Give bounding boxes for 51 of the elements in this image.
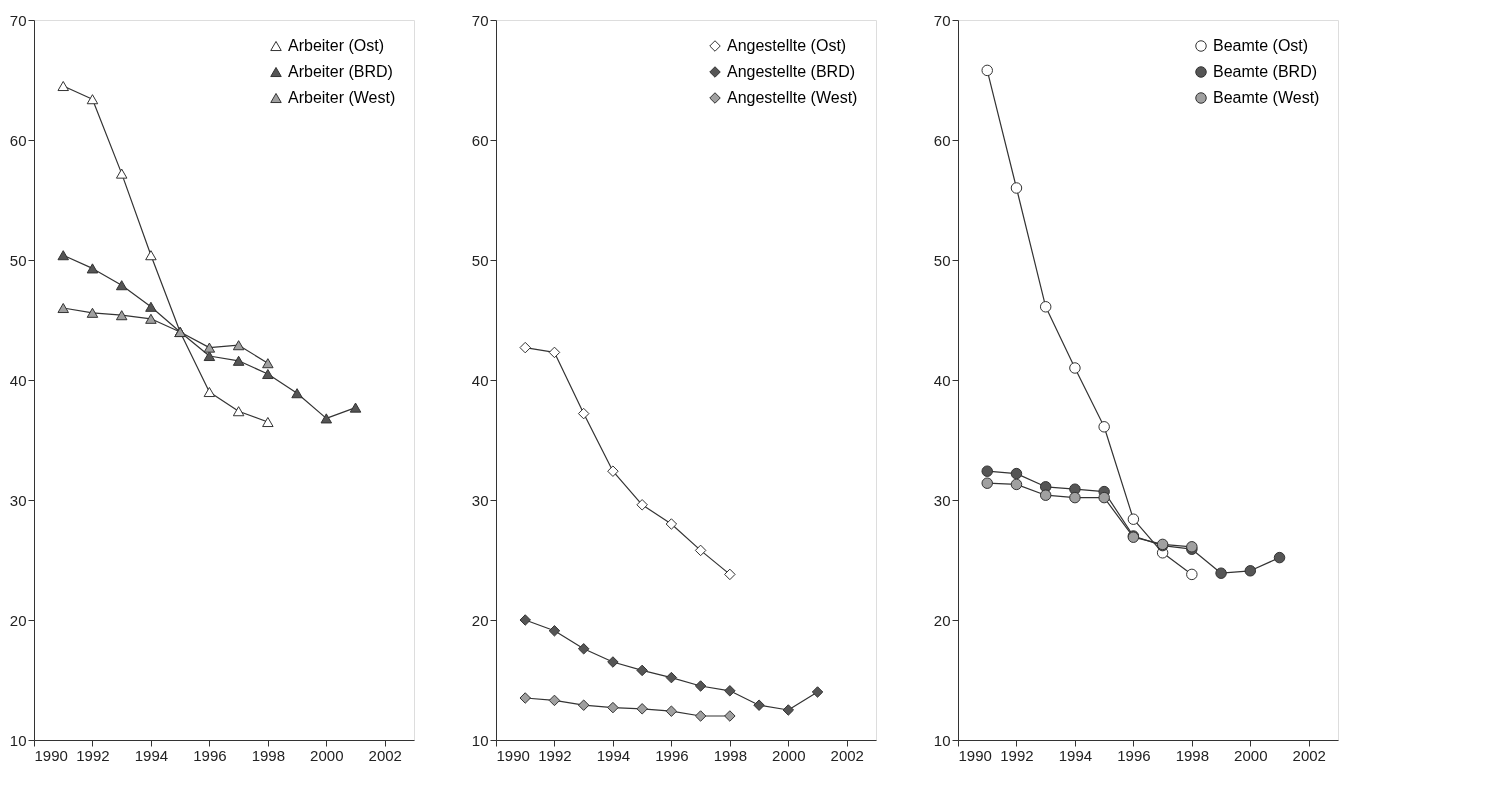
legend-label: Beamte (Ost): [1213, 37, 1309, 54]
y-tick-label: 70: [933, 11, 951, 29]
x-tick-label: 1996: [655, 746, 689, 764]
legend-label: Beamte (West): [1213, 89, 1320, 106]
y-tick-label: 30: [9, 491, 27, 509]
x-tick-label: 1998: [713, 746, 748, 764]
x-tick-label: 1996: [193, 746, 227, 764]
y-tick-label: 50: [471, 251, 489, 269]
x-tick-label: 2002: [368, 746, 402, 764]
legend-label: Angestellte (West): [727, 89, 858, 106]
y-tick-label: 20: [933, 611, 951, 629]
legend-label: Angestellte (BRD): [727, 63, 856, 80]
y-tick-label: 20: [471, 611, 489, 629]
x-tick-label: 1990: [34, 746, 68, 764]
x-tick-label: 1994: [596, 746, 631, 764]
x-tick-label: 1998: [251, 746, 286, 764]
legend-label: Arbeiter (West): [288, 89, 396, 106]
x-tick-label: 2002: [830, 746, 864, 764]
x-tick-label: 2000: [310, 746, 344, 764]
x-tick-label: 1994: [134, 746, 169, 764]
y-tick-label: 40: [9, 371, 27, 389]
x-tick-label: 1992: [76, 746, 110, 764]
y-tick-label: 40: [471, 371, 489, 389]
legend-label: Beamte (BRD): [1213, 63, 1318, 80]
y-tick-label: 60: [471, 131, 489, 149]
x-tick-label: 1992: [1000, 746, 1034, 764]
y-tick-label: 60: [933, 131, 951, 149]
x-tick-label: 2000: [772, 746, 806, 764]
x-tick-label: 1998: [1175, 746, 1210, 764]
x-tick-label: 1992: [538, 746, 572, 764]
y-tick-label: 30: [933, 491, 951, 509]
legend-label: Arbeiter (Ost): [288, 37, 385, 54]
y-tick-label: 50: [9, 251, 27, 269]
x-tick-label: 1990: [958, 746, 992, 764]
x-tick-label: 1996: [1117, 746, 1151, 764]
y-tick-label: 10: [9, 731, 27, 749]
x-tick-label: 2002: [1292, 746, 1326, 764]
x-tick-label: 1994: [1058, 746, 1093, 764]
y-tick-label: 70: [471, 11, 489, 29]
y-tick-label: 10: [471, 731, 489, 749]
legend-label: Arbeiter (BRD): [288, 63, 393, 80]
y-tick-label: 40: [933, 371, 951, 389]
x-tick-label: 1990: [496, 746, 530, 764]
y-tick-label: 50: [933, 251, 951, 269]
y-tick-label: 10: [933, 731, 951, 749]
y-tick-label: 20: [9, 611, 27, 629]
x-tick-label: 2000: [1234, 746, 1268, 764]
y-tick-label: 70: [9, 11, 27, 29]
legend-label: Angestellte (Ost): [727, 37, 847, 54]
y-tick-label: 30: [471, 491, 489, 509]
y-tick-label: 60: [9, 131, 27, 149]
